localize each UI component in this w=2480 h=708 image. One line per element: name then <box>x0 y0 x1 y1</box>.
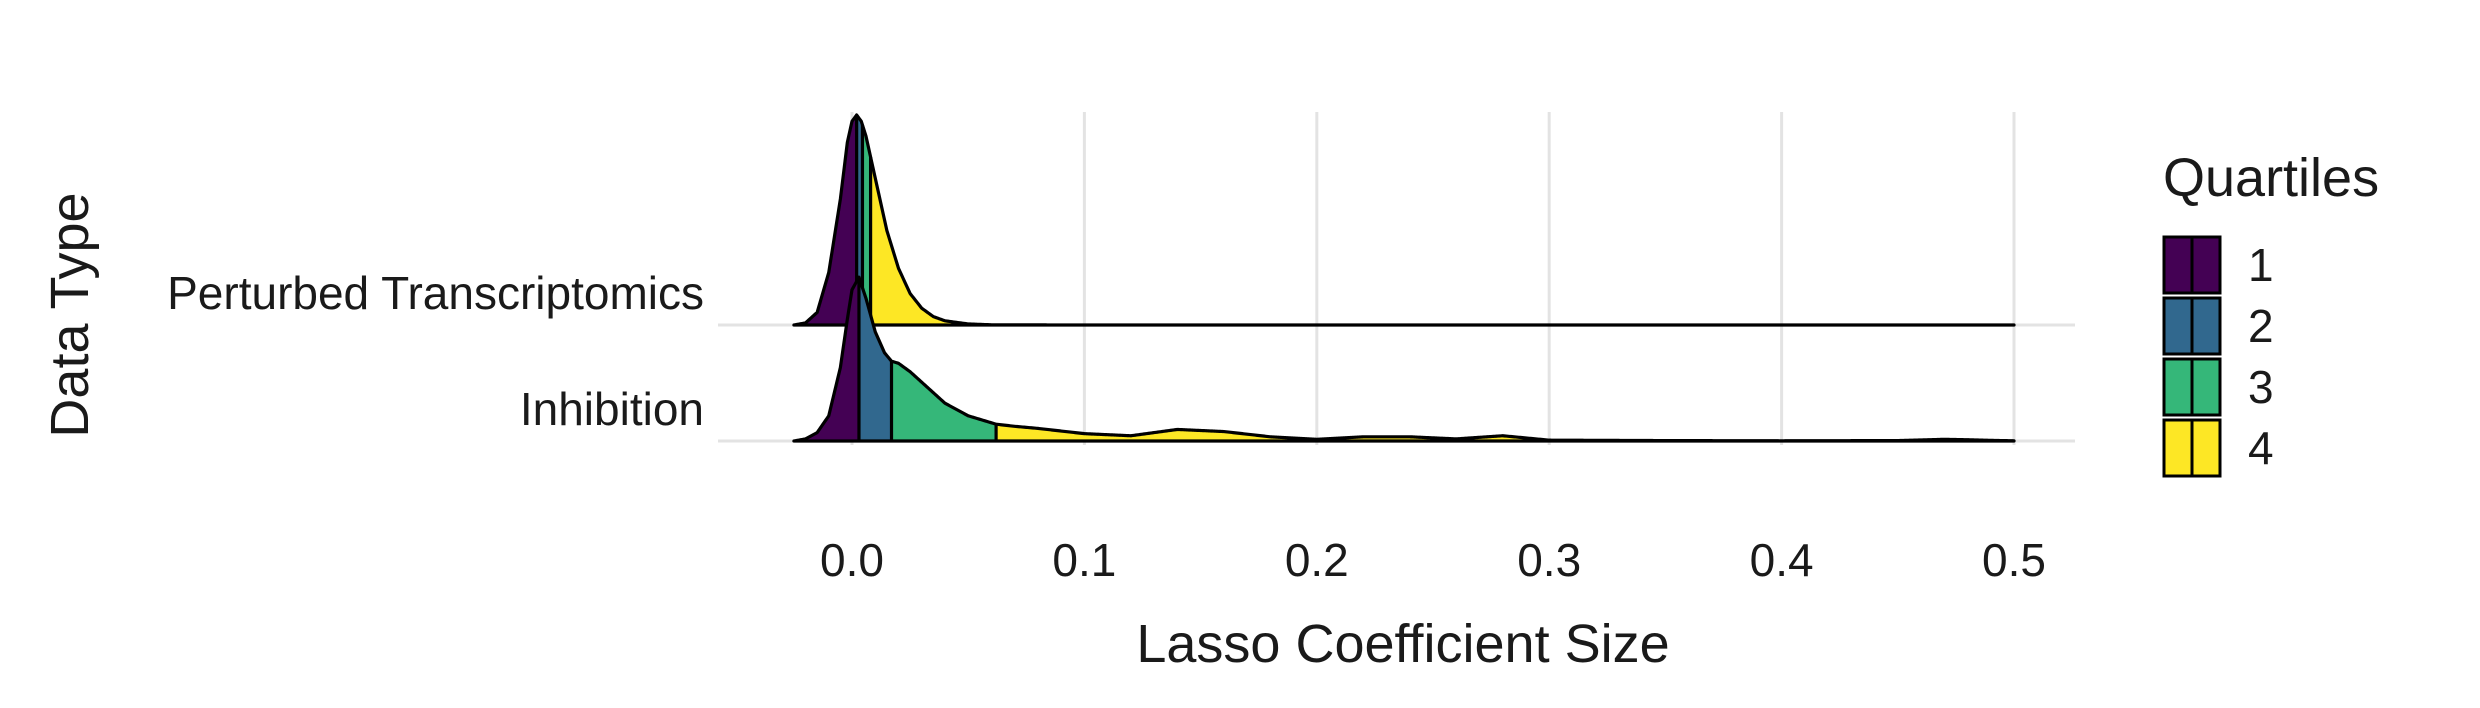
ridge-outline <box>792 113 2016 327</box>
x-axis-title: Lasso Coefficient Size <box>1136 614 1669 674</box>
legend-label: 3 <box>2248 361 2274 413</box>
ridge-outline <box>792 275 2016 443</box>
legend-item: 2 <box>2162 296 2274 356</box>
ridge-quartile-2 <box>858 277 892 441</box>
y-axis-title: Data Type <box>40 192 100 437</box>
legend-item: 4 <box>2162 418 2274 478</box>
ridge-quartile-3 <box>862 124 871 325</box>
legend: Quartiles 1 2 3 4 <box>2162 148 2379 478</box>
x-tick-label: 0.3 <box>1517 534 1581 586</box>
x-tick-label: 0.4 <box>1750 534 1814 586</box>
legend-item: 1 <box>2162 235 2274 295</box>
ridge-quartile-4 <box>870 157 2014 325</box>
y-axis-tick-labels: Perturbed Transcriptomics Inhibition <box>167 267 704 435</box>
legend-title: Quartiles <box>2163 148 2379 208</box>
ridges <box>792 113 2016 443</box>
ridge-quartile-1 <box>793 115 857 325</box>
legend-label: 2 <box>2248 300 2274 352</box>
x-axis-tick-labels: 0.0 0.1 0.2 0.3 0.4 0.5 <box>820 534 2046 586</box>
ridge-quartile-4 <box>996 424 2014 441</box>
ridge-1 <box>792 275 2016 443</box>
legend-item: 3 <box>2162 357 2274 417</box>
x-tick-label: 0.5 <box>1982 534 2046 586</box>
ridge-0 <box>792 113 2016 327</box>
legend-label: 4 <box>2248 422 2274 474</box>
legend-label: 1 <box>2248 239 2274 291</box>
y-tick-label: Inhibition <box>520 383 704 435</box>
x-tick-label: 0.0 <box>820 534 884 586</box>
y-tick-label: Perturbed Transcriptomics <box>167 267 704 319</box>
ridge-quartile-1 <box>793 277 859 441</box>
x-tick-label: 0.1 <box>1052 534 1116 586</box>
x-tick-label: 0.2 <box>1285 534 1349 586</box>
ridge-quartile-3 <box>891 361 997 441</box>
